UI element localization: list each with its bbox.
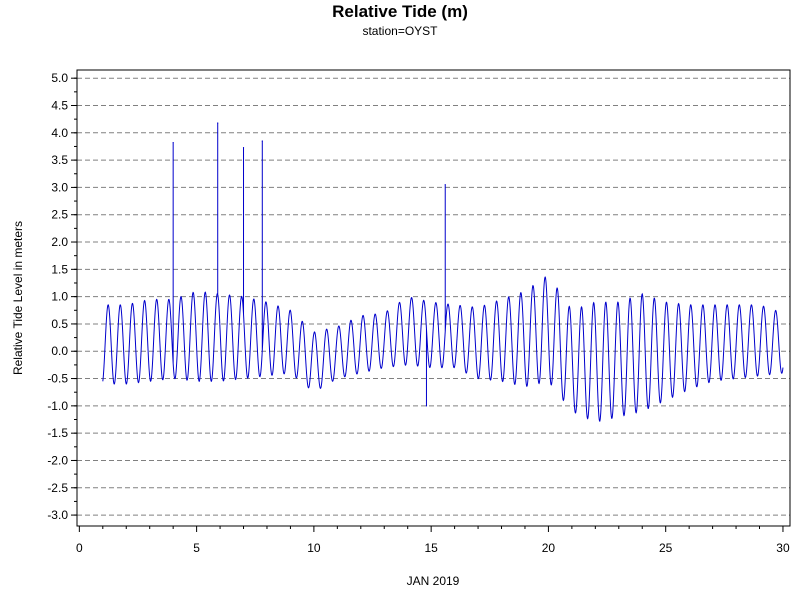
spike-point [444,184,446,186]
chart-title: Relative Tide (m) [332,2,468,21]
y-tick-label: -1.5 [47,426,68,440]
tide-series-line [102,122,784,422]
x-axis-label: JAN 2019 [407,574,460,588]
y-tick-label: 5.0 [51,71,68,85]
x-tick-label: 30 [776,541,790,555]
series-layer [102,122,784,422]
spike-point [242,146,245,149]
spike-point [261,140,263,142]
spike-point [172,142,174,144]
y-axis-label: Relative Tide Level in meters [11,221,25,375]
y-tick-label: 4.5 [51,98,68,112]
y-tick-label: -2.0 [47,453,68,467]
y-tick-label: -0.5 [47,372,68,386]
x-tick-label: 20 [542,541,556,555]
x-axis: 0 5 10 15 20 25 30 [76,526,790,555]
spike-point [425,405,428,407]
x-tick-label: 0 [76,541,83,555]
y-tick-label: -2.5 [47,481,68,495]
y-tick-label: 2.0 [51,235,68,249]
y-tick-label: 3.5 [51,153,68,167]
spike-point [217,122,219,124]
y-tick-label: 3.0 [51,180,68,194]
x-tick-label: 10 [307,541,321,555]
chart-subtitle: station=OYST [362,24,438,38]
y-tick-label: -1.0 [47,399,68,413]
y-tick-label: 1.0 [51,290,68,304]
y-axis: 5.0 4.5 4.0 3.5 3.0 2.5 2.0 1.5 1.0 0.5 0.0 -0.5 -1.… [47,71,77,522]
y-tick-label: -3.0 [47,508,68,522]
y-tick-label: 0.5 [51,317,68,331]
x-tick-label: 15 [424,541,438,555]
x-tick-label: 5 [193,541,200,555]
y-tick-label: 4.0 [51,126,68,140]
gridlines [77,77,790,516]
y-tick-label: 1.5 [51,262,68,276]
plot-frame [76,69,791,527]
x-tick-label: 25 [659,541,673,555]
y-tick-label: 0.0 [51,344,68,358]
y-tick-label: 2.5 [51,208,68,222]
